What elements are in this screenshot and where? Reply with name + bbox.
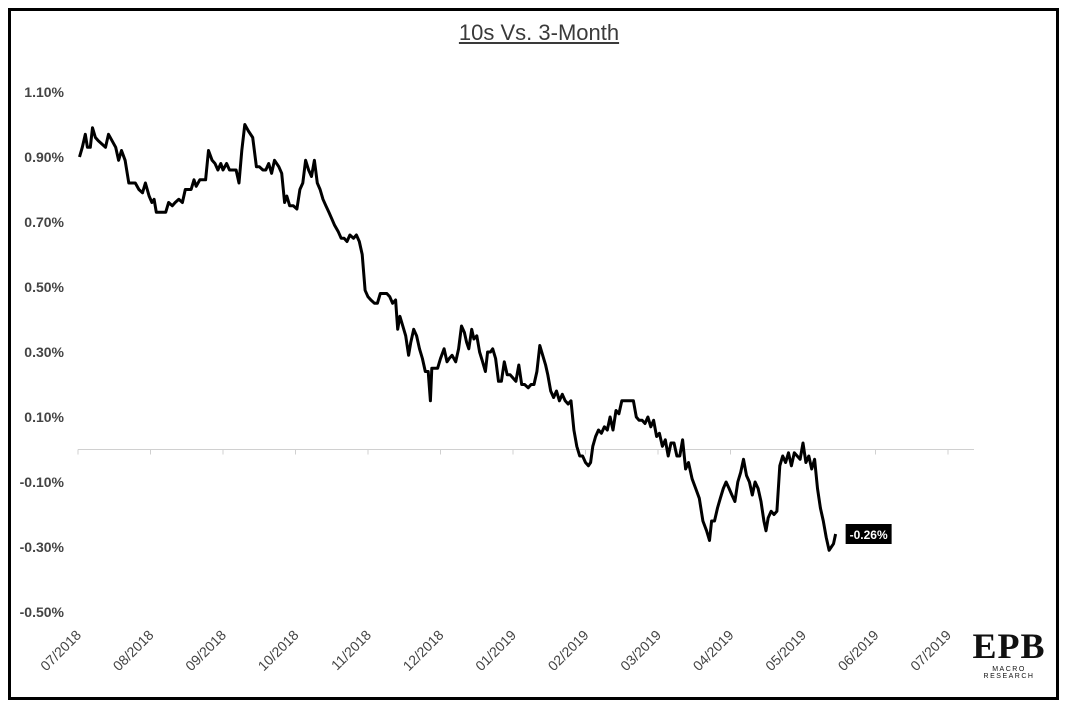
y-tick-label: 0.10% — [24, 409, 64, 425]
y-tick-label: 0.90% — [24, 149, 64, 165]
y-tick-label: -0.50% — [20, 604, 65, 620]
series-layer: -0.26% — [78, 123, 892, 552]
x-tick-label: 09/2018 — [182, 627, 229, 674]
y-tick-label: 1.10% — [24, 84, 64, 100]
y-tick-label: 0.70% — [24, 214, 64, 230]
series-line — [78, 123, 838, 552]
logo-main-text: EPB — [972, 626, 1046, 666]
y-tick-label: 0.50% — [24, 279, 64, 295]
y-axis-ticks: 1.10% 0.90% 0.70% 0.50% 0.30% 0.10% -0.10% -0.3… — [20, 84, 65, 620]
x-tick-label: 04/2019 — [690, 627, 737, 674]
x-tick-label: 06/2019 — [835, 627, 882, 674]
y-tick-label: -0.30% — [20, 539, 65, 555]
last-value-badge — [845, 524, 892, 544]
logo-sub-text: MACRO RESEARCH — [983, 666, 1035, 680]
x-tick-label: 11/2018 — [328, 627, 375, 674]
x-tick-label: 10/2018 — [255, 627, 302, 674]
x-tick-label: 07/2019 — [907, 627, 954, 674]
last-value-label: -0.26% — [850, 528, 888, 542]
x-tick-label: 07/2018 — [37, 627, 84, 674]
y-tick-label: -0.10% — [20, 474, 65, 490]
x-tick-label: 12/2018 — [400, 627, 447, 674]
chart-title: 10s Vs. 3-Month — [458, 20, 620, 45]
chart-frame — [8, 8, 1059, 700]
x-tick-label: 08/2018 — [110, 627, 157, 674]
epb-logo: EPB MACRO RESEARCH — [968, 628, 1050, 680]
y-tick-label: 0.30% — [24, 344, 64, 360]
x-tick-label: 01/2019 — [472, 627, 519, 674]
x-tick-label: 02/2019 — [545, 627, 592, 674]
x-tick-label: 03/2019 — [617, 627, 664, 674]
x-tick-label: 05/2019 — [762, 627, 809, 674]
